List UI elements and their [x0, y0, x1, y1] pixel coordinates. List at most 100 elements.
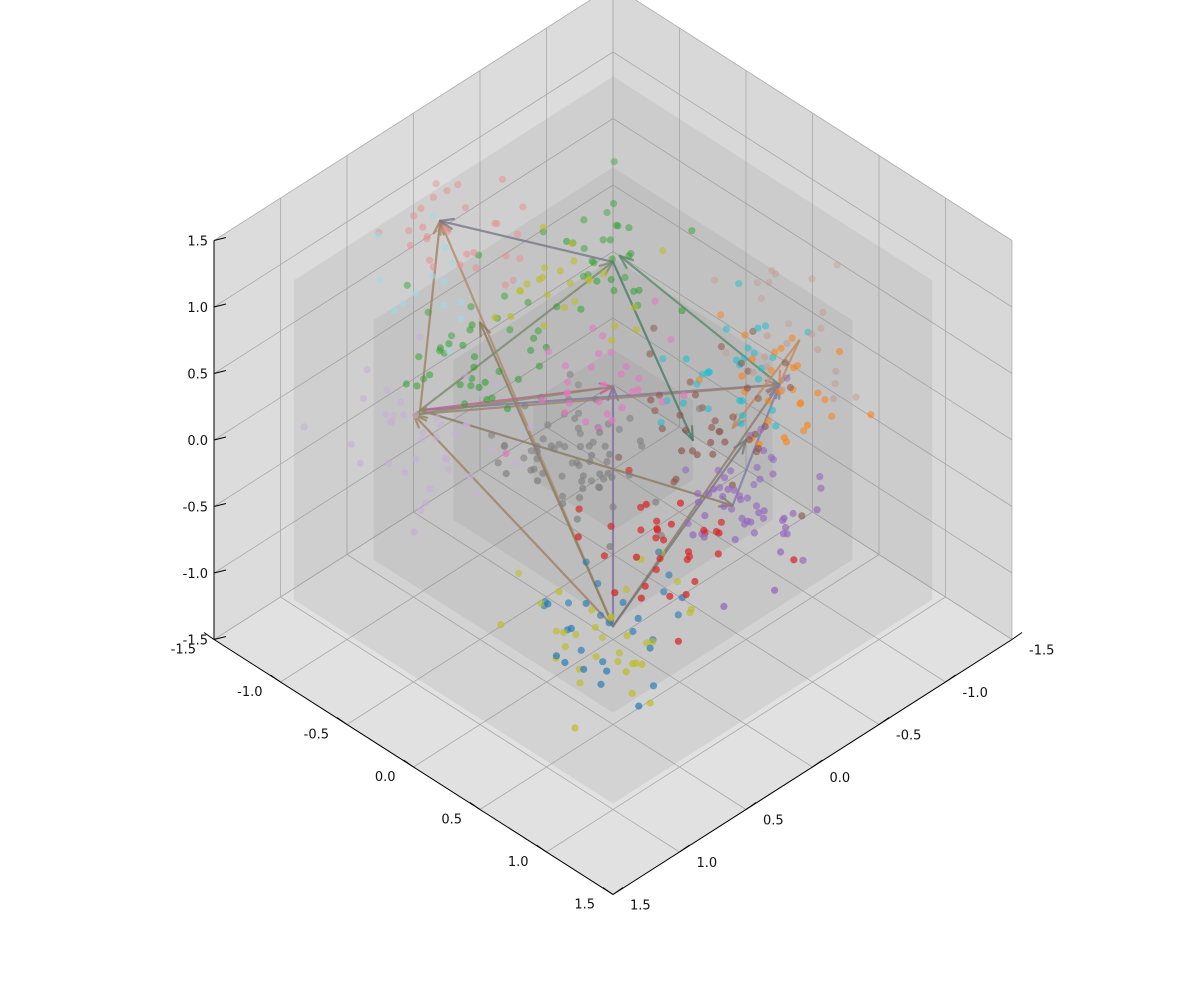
scatter-point	[735, 280, 743, 288]
x-tick-mark	[878, 717, 890, 725]
scatter-point	[803, 421, 812, 429]
z-tick-mark	[213, 636, 227, 640]
scatter-point	[659, 247, 667, 255]
scatter-point	[579, 472, 588, 480]
scatter-point	[399, 299, 407, 308]
arrow-shaft	[439, 219, 615, 263]
scatter-point	[714, 550, 722, 558]
scatter-point	[637, 503, 645, 511]
y-tick-label: -0.5	[304, 728, 329, 743]
scatter-point	[761, 353, 769, 361]
scatter-point	[603, 667, 611, 675]
scatter-point	[655, 391, 664, 399]
scatter-point	[682, 426, 690, 434]
scatter-point	[738, 372, 746, 380]
scatter-point	[676, 411, 684, 419]
scatter-point	[687, 605, 696, 613]
scatter-point	[630, 303, 639, 311]
scatter-point	[717, 343, 726, 351]
scatter-point	[457, 315, 465, 323]
scatter-point	[786, 383, 795, 392]
scatter-point	[566, 279, 575, 287]
scatter-point	[502, 470, 510, 478]
scatter-point	[595, 483, 603, 491]
scatter-point	[591, 623, 600, 632]
scatter-point	[491, 219, 499, 227]
scatter-point	[596, 611, 605, 620]
scatter-point	[660, 536, 668, 544]
scatter-point	[382, 410, 390, 419]
scatter-point	[610, 158, 618, 166]
scatter-point	[621, 273, 629, 281]
scatter-point	[424, 308, 432, 316]
scatter-point	[625, 224, 633, 232]
scatter-point	[432, 433, 440, 441]
scatter-point	[744, 367, 752, 375]
scatter-point	[637, 526, 645, 534]
scatter-point	[440, 278, 448, 286]
scatter-point	[412, 455, 420, 463]
scatter-point	[596, 429, 604, 437]
scatter-point	[652, 566, 660, 574]
scatter-point	[738, 397, 746, 405]
x-tick-mark	[679, 844, 690, 853]
y-tick-label: -1.0	[237, 685, 262, 700]
scatter-point	[506, 326, 514, 334]
scatter-point	[780, 514, 788, 522]
scatter-point	[789, 509, 797, 518]
scatter-point	[561, 643, 570, 651]
scatter-point	[615, 425, 623, 433]
y-tick-mark	[403, 759, 414, 768]
scatter-point	[707, 438, 715, 447]
scatter-point	[426, 256, 434, 264]
scatter-point	[437, 421, 445, 430]
scatter-point	[497, 621, 505, 629]
scatter-point	[656, 554, 664, 563]
scatter-point	[623, 632, 631, 640]
scatter-point	[614, 222, 622, 230]
scatter-point	[635, 374, 643, 382]
scatter-point	[686, 378, 694, 386]
scatter-point	[829, 395, 838, 403]
tick-labels: -1.5 -1.0 -0.5 0.0 0.5 1.0 1.5 -1.5 -1.0 -0.5 0.0 0…	[171, 235, 1055, 914]
x-tick-mark	[812, 759, 823, 768]
scatter-point	[674, 611, 682, 619]
scatter-point	[555, 588, 563, 596]
scatter-point	[783, 339, 791, 348]
z-tick-label: 0.5	[187, 368, 208, 383]
scatter-point	[622, 585, 631, 594]
scatter-point	[790, 556, 798, 564]
scatter-point	[516, 287, 524, 295]
scatter-point	[753, 463, 761, 472]
scatter-point	[541, 264, 549, 272]
scatter-point	[576, 494, 584, 502]
scatter-point	[410, 212, 418, 220]
scatter-point	[561, 408, 569, 416]
scatter-point	[461, 400, 469, 408]
scatter-point	[563, 378, 572, 386]
scatter-point	[565, 399, 573, 407]
scatter-point	[574, 424, 583, 432]
scatter-point	[501, 292, 509, 300]
scatter-point	[504, 405, 512, 413]
scatter-point	[609, 200, 618, 208]
axis-lines	[203, 237, 1023, 895]
scatter-point	[808, 275, 816, 283]
scatter-point	[527, 424, 535, 432]
scatter-point	[428, 272, 436, 280]
scatter-point	[691, 391, 700, 399]
scatter-point	[764, 417, 772, 425]
scatter-point	[813, 506, 821, 514]
scatter-point	[419, 429, 427, 437]
scatter-point	[538, 396, 546, 404]
scatter-point	[653, 517, 661, 525]
scatter-point	[520, 454, 528, 462]
scatter-point	[628, 689, 636, 698]
scatter-point	[867, 411, 875, 419]
scatter-point	[750, 481, 758, 489]
scatter-point	[598, 633, 606, 642]
arrow-shaft	[412, 385, 615, 416]
arrow-shaft	[419, 409, 734, 507]
scatter-point	[708, 423, 716, 431]
scatter-point	[816, 473, 824, 481]
